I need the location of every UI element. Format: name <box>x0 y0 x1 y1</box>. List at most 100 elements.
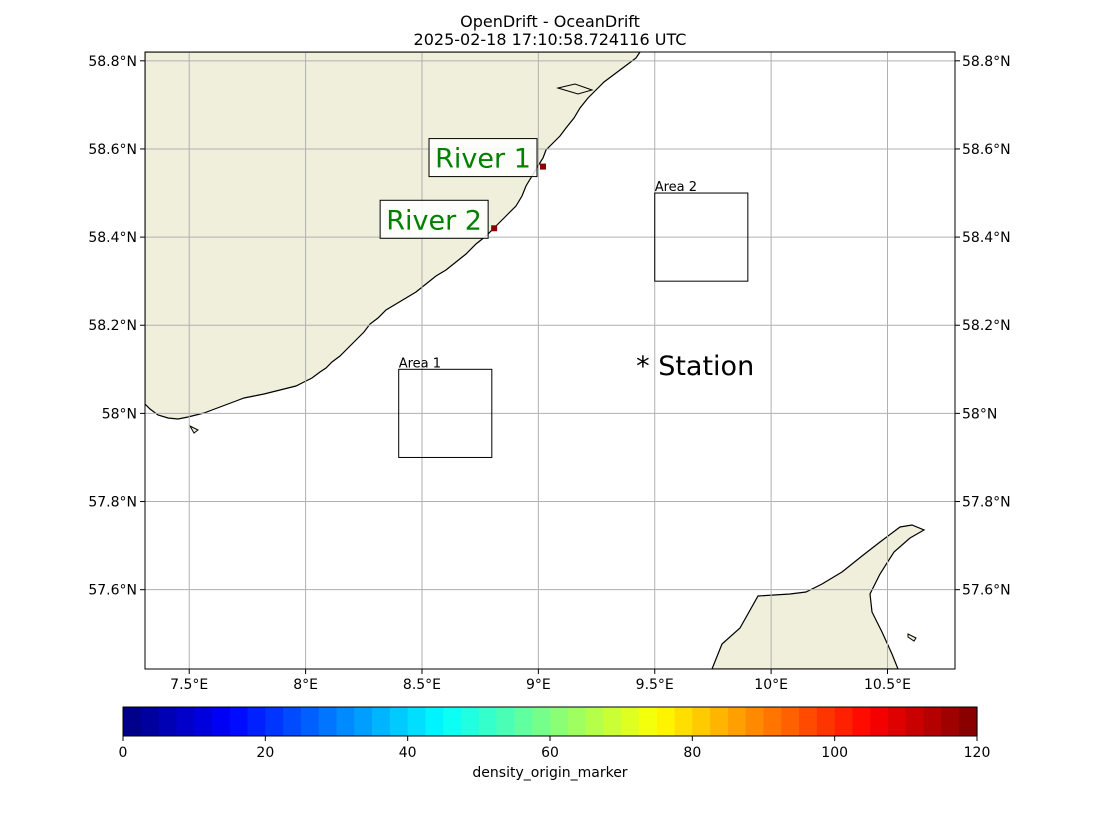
colorbar-cell <box>532 707 551 736</box>
x-tick-label: 7.5°E <box>170 677 208 693</box>
x-tick-label: 10°E <box>754 677 788 693</box>
colorbar-cell <box>959 707 978 736</box>
colorbar-cell <box>461 707 480 736</box>
y-tick-label-right: 58.8°N <box>962 54 1011 70</box>
y-tick-label-right: 58°N <box>962 406 997 422</box>
colorbar-cell <box>372 707 391 736</box>
grid-lines <box>145 52 955 669</box>
colorbar-cell <box>567 707 587 736</box>
area-label: Area 2 <box>655 180 697 195</box>
x-tick-label: 9°E <box>526 677 551 693</box>
area-box <box>398 368 493 458</box>
area-label: Area 1 <box>399 356 441 371</box>
colorbar-cell <box>585 707 604 736</box>
colorbar-gradient <box>123 707 978 736</box>
y-tick-label-right: 57.6°N <box>962 583 1011 599</box>
y-tick-label-left: 58.6°N <box>88 142 137 158</box>
y-tick-label-left: 58°N <box>102 406 137 422</box>
figure-title: OpenDrift - OceanDrift <box>460 12 640 31</box>
river-marker <box>491 225 498 232</box>
colorbar-cell <box>300 707 320 736</box>
colorbar-tick-label: 80 <box>683 745 701 761</box>
station-label: * Station <box>636 351 754 382</box>
colorbar-cell <box>123 707 142 736</box>
y-tick-label-right: 58.4°N <box>962 230 1011 246</box>
map-frame <box>144 51 956 670</box>
colorbar-cell <box>478 707 498 736</box>
y-tick-label-left: 57.8°N <box>88 495 137 511</box>
colorbar-tick-label: 40 <box>399 745 417 761</box>
colorbar-cell <box>674 707 693 736</box>
area-box <box>654 192 749 282</box>
colorbar-cell <box>211 707 231 736</box>
x-tick-label: 8.5°E <box>403 677 441 693</box>
river-label: River 1 <box>435 144 531 175</box>
x-tick-label: 8°E <box>293 677 318 693</box>
colorbar-label: density_origin_marker <box>472 765 627 781</box>
colorbar-cell <box>514 707 533 736</box>
colorbar-cell <box>407 707 427 736</box>
colorbar-cell <box>799 707 818 736</box>
colorbar-tick-label: 0 <box>119 745 128 761</box>
colorbar-cell <box>283 707 302 736</box>
colorbar-cell <box>763 707 782 736</box>
river-marker <box>540 163 547 170</box>
land-denmark <box>711 524 926 669</box>
island-small <box>556 83 594 95</box>
y-tick-label-left: 57.6°N <box>88 583 137 599</box>
colorbar-cell <box>496 707 516 736</box>
colorbar-cell <box>656 707 676 736</box>
colorbar-cell <box>603 707 622 736</box>
river-label: River 2 <box>386 205 482 236</box>
river-label-box <box>428 138 538 178</box>
figure-timestamp: 2025-02-18 17:10:58.724116 UTC <box>414 30 687 49</box>
colorbar-cell <box>941 707 960 736</box>
y-tick-label-right: 58.6°N <box>962 142 1011 158</box>
colorbar-cell <box>389 707 409 736</box>
colorbar: 0 20 40 60 80 100 120 density_origin_marker <box>119 706 991 781</box>
colorbar-cell <box>265 707 284 736</box>
y-tick-label-left: 58.2°N <box>88 318 137 334</box>
x-tick-label: 10.5°E <box>864 677 911 693</box>
colorbar-cell <box>176 707 195 736</box>
colorbar-cell <box>816 707 836 736</box>
colorbar-cell <box>888 707 907 736</box>
colorbar-cell <box>550 707 569 736</box>
colorbar-cell <box>692 707 711 736</box>
axis-ticks: 7.5°E 8°E 8.5°E 9°E 9.5°E 10°E 10.5°E 57.6°N 57.… <box>88 54 1010 693</box>
island-small <box>188 424 199 434</box>
map-panel: Area 1 Area 2 River 1 River 2 * Station <box>144 51 956 670</box>
colorbar-cell <box>745 707 765 736</box>
y-tick-label-right: 57.8°N <box>962 495 1011 511</box>
colorbar-cell <box>194 707 213 736</box>
colorbar-cell <box>621 707 640 736</box>
colorbar-cell <box>140 707 160 736</box>
colorbar-ticks: 0 20 40 60 80 100 120 <box>119 736 991 761</box>
y-tick-label-left: 58.4°N <box>88 230 137 246</box>
colorbar-cell <box>905 707 925 736</box>
colorbar-cell <box>318 707 338 736</box>
colorbar-cell <box>336 707 355 736</box>
island-small <box>907 633 917 642</box>
colorbar-tick-label: 60 <box>541 745 559 761</box>
colorbar-cell <box>354 707 373 736</box>
river-label-box <box>379 199 489 239</box>
colorbar-cell <box>229 707 249 736</box>
y-tick-label-left: 58.8°N <box>88 54 137 70</box>
x-tick-label: 9.5°E <box>636 677 674 693</box>
colorbar-tick-label: 100 <box>821 745 848 761</box>
colorbar-tick-label: 20 <box>256 745 274 761</box>
colorbar-cell <box>710 707 729 736</box>
colorbar-cell <box>425 707 444 736</box>
colorbar-cell <box>443 707 462 736</box>
colorbar-cell <box>638 707 658 736</box>
river-markers: River 1 River 2 <box>379 138 547 239</box>
colorbar-cell <box>870 707 889 736</box>
colorbar-cell <box>247 707 266 736</box>
colorbar-tick-label: 120 <box>964 745 991 761</box>
colorbar-cell <box>852 707 871 736</box>
colorbar-cell <box>923 707 943 736</box>
colorbar-cell <box>727 707 747 736</box>
colorbar-cell <box>781 707 800 736</box>
